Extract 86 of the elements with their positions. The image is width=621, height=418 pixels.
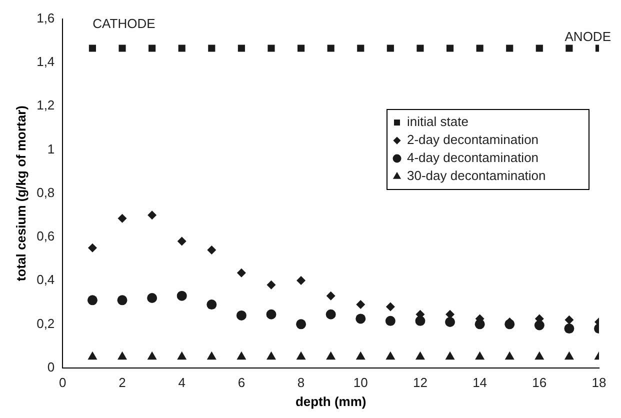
point [87, 295, 98, 306]
point [386, 351, 396, 360]
x-axis-title: depth (mm) [295, 394, 366, 409]
point [356, 300, 366, 310]
point [207, 246, 216, 255]
y-axis-title: total cesium (g/kg of mortar) [13, 106, 28, 282]
annotation: CATHODE [92, 16, 156, 31]
point [298, 44, 305, 52]
point [266, 280, 276, 290]
point [118, 44, 126, 52]
point [117, 295, 128, 306]
point [236, 310, 246, 320]
legend-label: 30-day decontamination [407, 168, 546, 184]
point [148, 44, 156, 52]
y-tick-label: 1,4 [36, 54, 55, 70]
point [327, 44, 334, 52]
point [415, 351, 425, 360]
x-tick-label: 14 [472, 375, 488, 390]
point [356, 351, 366, 360]
point [147, 351, 157, 360]
y-tick-label: 0,8 [36, 184, 55, 200]
point [178, 44, 186, 52]
y-tick-label: 0,4 [36, 272, 55, 288]
point [357, 44, 364, 52]
point [206, 351, 216, 360]
point [88, 44, 96, 52]
x-tick-label: 4 [178, 375, 186, 390]
point [385, 316, 396, 326]
legend-label: initial state [407, 114, 468, 130]
y-tick-label: 0 [47, 359, 55, 374]
point [536, 44, 543, 52]
x-tick-label: 0 [59, 375, 66, 390]
y-tick-label: 1 [47, 141, 55, 156]
point [236, 268, 246, 278]
point [296, 351, 306, 360]
point [206, 300, 217, 310]
legend-label: 2-day decontamination [407, 132, 539, 148]
legend-label: 4-day decontamination [407, 150, 539, 166]
x-tick-label: 2 [118, 375, 126, 390]
point [416, 44, 424, 52]
point [296, 319, 306, 330]
point [566, 44, 573, 52]
point [564, 315, 574, 324]
point [176, 290, 187, 301]
point [148, 210, 157, 220]
point [504, 351, 514, 360]
point [177, 236, 186, 246]
point [476, 44, 484, 52]
x-tick-label: 8 [297, 375, 305, 390]
x-tick-label: 12 [412, 375, 428, 390]
point [266, 309, 276, 320]
point [386, 302, 395, 312]
point [386, 44, 394, 52]
point [534, 351, 544, 360]
point [356, 314, 366, 324]
point [326, 291, 336, 300]
y-tick-label: 1,2 [36, 98, 55, 113]
point [88, 351, 98, 360]
x-tick-label: 6 [238, 375, 246, 390]
point [88, 243, 97, 252]
point [326, 309, 336, 320]
x-tick-label: 16 [532, 375, 547, 390]
point [446, 44, 454, 52]
point [268, 44, 275, 52]
point [118, 214, 127, 223]
point [147, 293, 158, 303]
point [506, 44, 514, 52]
point [296, 276, 306, 286]
point [445, 316, 456, 327]
point [266, 351, 276, 360]
y-tick-label: 0,6 [36, 228, 55, 244]
point [326, 351, 336, 360]
point [177, 351, 187, 360]
point [118, 351, 128, 360]
y-tick-label: 1,6 [36, 10, 55, 26]
point [208, 44, 216, 52]
point [564, 351, 574, 360]
point [564, 324, 574, 334]
point [236, 351, 246, 360]
x-tick-label: 18 [592, 375, 606, 390]
annotation: ANODE [564, 28, 612, 44]
point [238, 44, 245, 52]
point [445, 351, 455, 360]
y-tick-label: 0,2 [36, 316, 55, 331]
x-tick-label: 10 [353, 375, 368, 390]
point [475, 351, 485, 360]
